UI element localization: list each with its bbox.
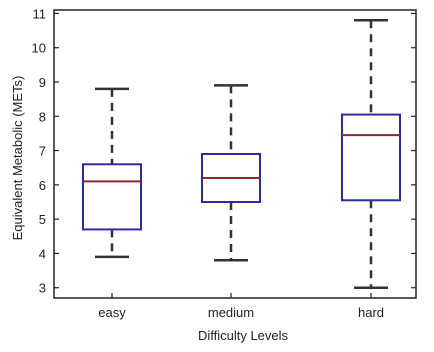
x-tick-label: medium (208, 305, 254, 320)
y-tick-label: 10 (32, 41, 46, 56)
box-medium (201, 84, 261, 262)
x-axis-label: Difficulty Levels (198, 328, 289, 343)
y-axis-ticks: 3 4 5 6 7 8 9 10 11 (32, 6, 416, 296)
box-hard (341, 19, 401, 289)
iqr-box (82, 163, 142, 231)
y-tick-label: 7 (39, 144, 46, 159)
iqr-box (341, 113, 401, 202)
box-series (82, 19, 401, 289)
y-tick-label: 3 (39, 281, 46, 296)
plot-area-frame (53, 9, 417, 299)
y-axis-label: Equivalent Metabolic (METs) (10, 76, 25, 241)
x-axis-ticks: easy medium hard (98, 293, 384, 320)
x-tick-label: easy (98, 305, 126, 320)
y-tick-label: 5 (39, 212, 46, 227)
y-tick-label: 6 (39, 178, 46, 193)
y-tick-label: 4 (39, 246, 46, 261)
y-tick-label: 11 (33, 6, 47, 21)
y-tick-label: 8 (39, 109, 46, 124)
x-tick-label: hard (358, 305, 384, 320)
y-tick-label: 9 (39, 75, 46, 90)
box-easy (82, 87, 142, 259)
